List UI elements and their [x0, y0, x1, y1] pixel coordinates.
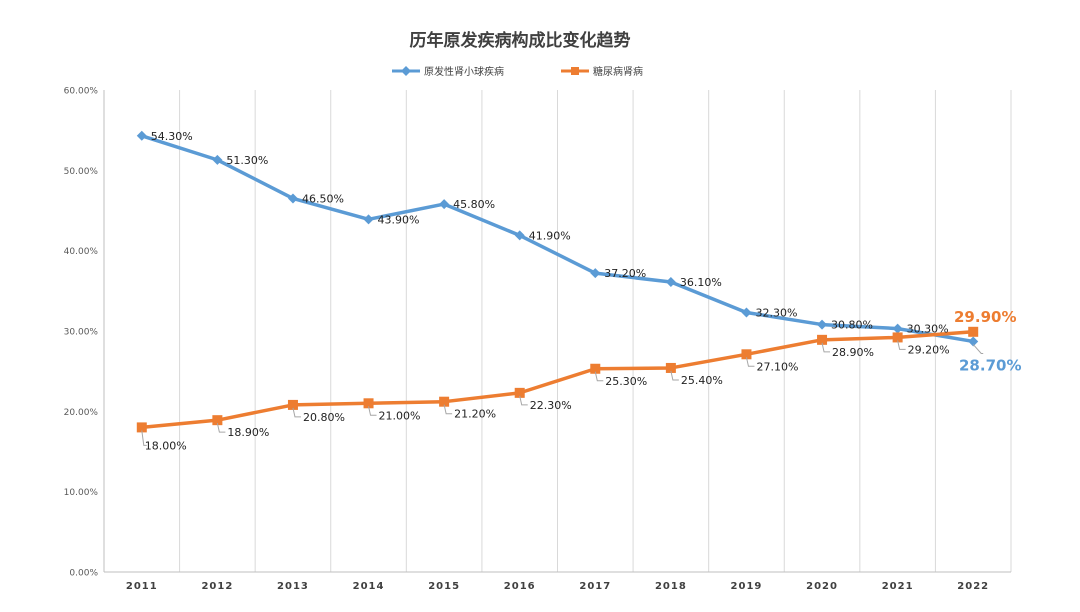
y-tick-label: 50.00% [64, 167, 99, 177]
data-label: 37.20% [604, 267, 646, 280]
data-label: 30.30% [907, 323, 949, 336]
axes: 0.00% 10.00% 20.00% 30.00% 40.00% 50.00% 60.00… [64, 87, 1011, 592]
data-point-diamond [817, 319, 828, 330]
data-point-diamond [741, 307, 752, 318]
legend-label: 糖尿病肾病 [593, 65, 643, 78]
data-point-diamond [665, 276, 676, 287]
x-tick-label: 2015 [428, 581, 460, 592]
data-label: 30.80% [831, 319, 873, 332]
data-label: 41.90% [529, 229, 571, 242]
data-label: 21.00% [379, 409, 421, 422]
x-tick-label: 2019 [731, 581, 763, 592]
data-point-diamond [514, 230, 525, 241]
data-label: 18.90% [227, 426, 269, 439]
data-point-square [968, 326, 979, 337]
x-tick-label: 2014 [353, 581, 385, 592]
legend: 原发性肾小球疾病 糖尿病肾病 [392, 65, 643, 78]
series-line [140, 330, 975, 430]
x-tick-label: 2011 [126, 581, 158, 592]
y-tick-label: 60.00% [64, 87, 99, 97]
leader-line [216, 423, 226, 433]
data-label: 22.30% [530, 399, 572, 412]
data-label: 18.00% [145, 439, 187, 452]
x-tick-label: 2012 [201, 581, 233, 592]
data-label: 25.40% [681, 374, 723, 387]
y-tick-label: 10.00% [64, 488, 99, 498]
data-point-square [665, 362, 676, 373]
data-label: 21.20% [454, 408, 496, 421]
x-tick-label: 2020 [806, 581, 838, 592]
y-tick-label: 40.00% [64, 247, 99, 257]
y-tick-label: 20.00% [64, 408, 99, 418]
leader-line [368, 406, 377, 416]
data-point-diamond [136, 130, 147, 141]
data-point-diamond [212, 154, 223, 165]
data-label: 36.10% [680, 276, 722, 289]
series-layer [136, 130, 979, 433]
leader-line [519, 395, 528, 406]
data-label: 29.90% [954, 308, 1016, 326]
data-label: 46.50% [302, 192, 344, 205]
x-tick-label: 2013 [277, 581, 309, 592]
data-point-square [590, 363, 601, 374]
data-label: 43.90% [378, 213, 420, 226]
data-point-square [439, 396, 450, 407]
grid-lines [179, 90, 1012, 572]
data-label: 54.30% [151, 130, 193, 143]
leader-line [897, 340, 906, 350]
y-tick-label: 0.00% [69, 569, 98, 579]
data-point-square [287, 399, 298, 410]
x-tick-label: 2016 [504, 581, 536, 592]
x-tick-label: 2017 [579, 581, 611, 592]
data-label: 51.30% [226, 154, 268, 167]
x-tick-label: 2022 [957, 581, 989, 592]
data-point-diamond [363, 214, 374, 225]
data-point-diamond [590, 268, 601, 279]
data-point-diamond [892, 323, 903, 334]
data-label: 29.20% [908, 343, 950, 356]
data-point-square [892, 332, 903, 343]
x-tick-label: 2018 [655, 581, 687, 592]
data-label: 20.80% [303, 411, 345, 424]
data-point-square [514, 387, 525, 398]
data-label: 28.70% [959, 356, 1021, 374]
data-point-diamond [439, 199, 450, 210]
data-label: 28.90% [832, 346, 874, 359]
data-point-square [741, 349, 752, 360]
data-point-square [212, 415, 223, 426]
legend-marker-square [571, 67, 579, 75]
data-label: 45.80% [453, 198, 495, 211]
leader-line [594, 371, 604, 382]
series-line [140, 134, 975, 344]
data-point-diamond [287, 193, 298, 204]
legend-marker-diamond [401, 66, 411, 76]
y-tick-label: 30.00% [64, 328, 99, 338]
leader-line [972, 344, 984, 354]
data-point-square [817, 334, 828, 345]
leader-line [745, 357, 755, 367]
data-point-square [136, 422, 147, 433]
data-label: 32.30% [755, 307, 797, 320]
data-point-diamond [968, 336, 979, 347]
data-label: 27.10% [756, 360, 798, 373]
data-labels: 54.30% 51.30% 46.50% 43.90% 45.80% 41.90% 37.2… [141, 130, 1021, 452]
leader-line [141, 430, 147, 446]
leader-line [821, 342, 831, 353]
data-point-square [363, 398, 374, 409]
chart-title: 历年原发疾病构成比变化趋势 [410, 30, 631, 51]
leader-line [292, 407, 301, 418]
leader-line [670, 370, 679, 381]
leader-line [443, 404, 453, 415]
data-label: 25.30% [605, 375, 647, 388]
legend-label: 原发性肾小球疾病 [424, 65, 504, 78]
x-tick-label: 2021 [882, 581, 914, 592]
